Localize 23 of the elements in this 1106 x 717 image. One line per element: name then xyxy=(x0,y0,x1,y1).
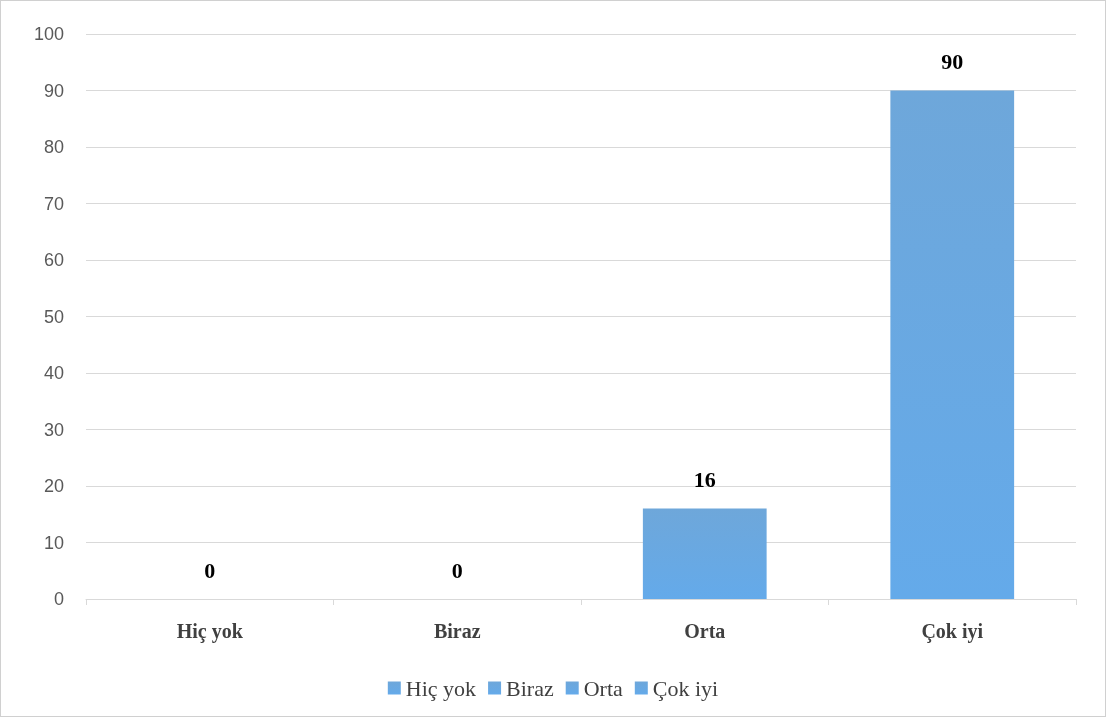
y-tick-label: 100 xyxy=(33,24,64,44)
legend-label: Hiç yok xyxy=(405,675,477,701)
x-tick-label: Orta xyxy=(684,620,726,642)
y-tick-label: 50 xyxy=(43,306,64,327)
data-label: 16 xyxy=(693,467,716,493)
y-tick-label: 70 xyxy=(43,193,64,214)
data-label: 0 xyxy=(451,557,463,583)
x-tick-label: Biraz xyxy=(433,620,481,642)
y-tick-label: 60 xyxy=(43,250,64,270)
legend-label: Orta xyxy=(583,675,624,701)
y-tick-label: 80 xyxy=(43,137,64,157)
data-label: 0 xyxy=(204,557,216,583)
x-tick-label: Hiç yok xyxy=(176,620,244,643)
legend-label: Çok iyi xyxy=(652,675,719,701)
y-tick-label: 0 xyxy=(53,589,64,609)
y-tick-label: 10 xyxy=(43,532,64,553)
data-label: 90 xyxy=(941,49,964,74)
y-tick-label: 90 xyxy=(43,80,64,101)
legend-label: Biraz xyxy=(506,675,554,701)
y-tick-label: 20 xyxy=(43,476,64,496)
x-tick-label: Çok iyi xyxy=(921,620,984,643)
y-tick-label: 40 xyxy=(43,363,64,383)
y-tick-label: 30 xyxy=(43,419,64,440)
